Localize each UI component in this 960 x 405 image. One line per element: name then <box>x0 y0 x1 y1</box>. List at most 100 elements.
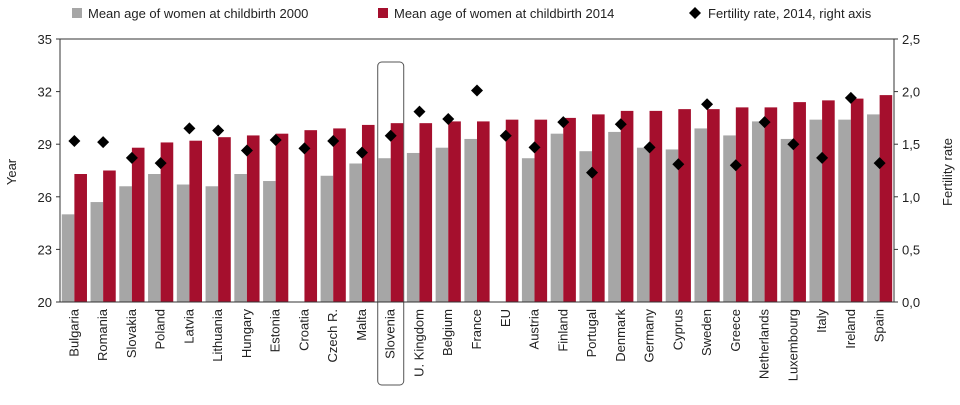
bar-2000 <box>521 158 535 302</box>
bar-2014 <box>390 123 404 302</box>
category-label: Romania <box>95 308 110 361</box>
fertility-marker <box>240 144 253 157</box>
bar-2014 <box>74 174 87 302</box>
category-label: Spain <box>872 309 887 342</box>
bar-2014 <box>563 117 576 303</box>
category-label: Portugal <box>584 309 599 358</box>
legend-swatch-2014 <box>378 8 388 18</box>
fertility-marker <box>586 166 599 179</box>
fertility-marker <box>68 135 81 148</box>
category-label: Belgium <box>440 309 455 356</box>
bar-2014 <box>649 110 663 303</box>
bar-2000 <box>234 174 247 302</box>
bar-2014 <box>218 137 231 302</box>
bar-2000 <box>435 147 449 302</box>
fertility-marker <box>298 142 311 155</box>
bar-2000 <box>320 175 334 302</box>
fertility-marker <box>269 133 282 146</box>
category-label: Czech R. <box>325 309 340 362</box>
category-label: Bulgaria <box>66 308 81 356</box>
category-label: Latvia <box>181 308 196 343</box>
bar-2000 <box>148 174 161 302</box>
bar-2014 <box>735 107 749 302</box>
bar-2014 <box>160 142 174 302</box>
legend-label-fertility: Fertility rate, 2014, right axis <box>708 6 872 21</box>
category-label: Luxembourg <box>785 309 800 381</box>
bar-2000 <box>838 119 851 302</box>
fertility-marker <box>844 91 857 104</box>
legend-marker-fertility <box>689 7 701 19</box>
legend-label-2014: Mean age of women at childbirth 2014 <box>394 6 614 21</box>
category-label: Cyprus <box>670 309 685 351</box>
fertility-marker <box>125 151 138 164</box>
fertility-marker <box>212 124 225 137</box>
bar-2000 <box>665 149 679 302</box>
bar-2014 <box>592 114 605 302</box>
fertility-marker <box>816 151 829 164</box>
category-label: Poland <box>153 309 168 349</box>
bar-2014 <box>275 133 289 302</box>
y-tick-label: 23 <box>38 242 52 257</box>
category-label: Denmark <box>613 309 628 362</box>
bar-2000 <box>694 128 708 302</box>
y2-tick-label: 1,0 <box>902 190 920 205</box>
fertility-marker <box>557 116 570 129</box>
category-label: Slovakia <box>124 308 139 358</box>
fertility-marker <box>97 136 110 149</box>
y2-tick-label: 2,0 <box>902 85 920 100</box>
plot-frame <box>59 38 895 303</box>
category-label: Malta <box>354 308 369 341</box>
fertility-marker <box>528 141 541 154</box>
highlight-box <box>377 61 405 386</box>
category-label: EU <box>498 309 513 327</box>
category-label: Slovenia <box>383 308 398 359</box>
category-label: Netherlands <box>757 309 772 380</box>
fertility-marker <box>384 129 397 142</box>
legend-swatch-2000 <box>72 8 82 18</box>
bar-2000 <box>205 186 219 302</box>
bar-2014 <box>707 109 720 302</box>
category-label: France <box>469 309 484 349</box>
fertility-marker <box>643 141 656 154</box>
fertility-marker <box>672 158 685 171</box>
category-label: Sweden <box>699 309 714 356</box>
fertility-marker <box>873 157 886 170</box>
bar-2000 <box>61 214 75 302</box>
bar-2000 <box>867 114 880 302</box>
bar-2000 <box>119 186 132 302</box>
fertility-marker <box>614 118 627 131</box>
bar-2014 <box>361 124 375 302</box>
y2-tick-label: 0,5 <box>902 242 920 257</box>
bar-2014 <box>477 121 490 302</box>
bar-2000 <box>176 184 190 302</box>
category-label: U. Kingdom <box>411 309 426 377</box>
bar-2014 <box>419 123 433 302</box>
bar-2014 <box>103 170 116 302</box>
bar-2014 <box>850 98 864 302</box>
bar-2014 <box>246 135 260 302</box>
fertility-marker <box>355 146 368 159</box>
fertility-marker <box>787 138 800 151</box>
bar-2014 <box>793 102 806 303</box>
legend-label-2000: Mean age of women at childbirth 2000 <box>88 6 308 21</box>
category-label: Germany <box>642 309 657 363</box>
category-label: Greece <box>728 309 743 352</box>
y2-tick-label: 0,0 <box>902 295 920 310</box>
bar-2014 <box>333 128 346 302</box>
bar-2000 <box>263 181 276 302</box>
category-label: Hungary <box>239 309 254 359</box>
y-tick-label: 32 <box>38 85 52 100</box>
fertility-marker <box>471 84 483 97</box>
fertility-marker <box>729 159 742 172</box>
bar-2014 <box>822 100 835 302</box>
y-axis-title: Year <box>4 158 19 185</box>
category-label: Finland <box>555 309 570 352</box>
bar-2000 <box>349 163 362 302</box>
category-label: Estonia <box>268 308 283 352</box>
category-label: Italy <box>814 309 829 333</box>
bar-2014 <box>304 130 318 302</box>
bar-2014 <box>505 119 519 302</box>
category-label: Croatia <box>296 308 311 351</box>
category-label: Lithuania <box>210 308 225 362</box>
